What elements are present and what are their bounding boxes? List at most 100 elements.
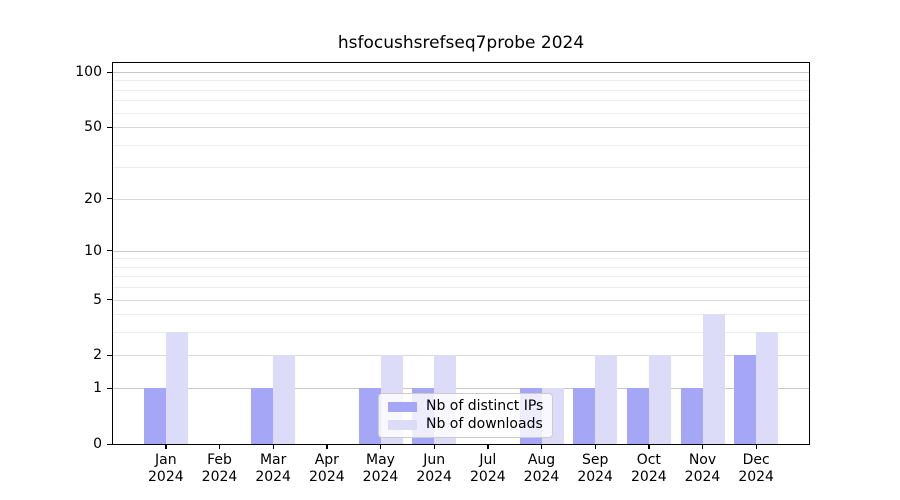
bar-downloads-nov xyxy=(702,314,725,444)
x-tick-mark xyxy=(702,444,704,449)
x-tick-label-sep: Sep 2024 xyxy=(560,452,630,486)
gridline-minor xyxy=(113,80,809,82)
x-tick-year: 2024 xyxy=(416,469,452,485)
x-tick-month: Aug xyxy=(527,452,556,468)
y-tick-mark xyxy=(107,387,112,389)
gridline-major xyxy=(113,388,809,390)
x-tick-year: 2024 xyxy=(148,469,184,485)
gridline-minor xyxy=(113,314,809,316)
x-tick-year: 2024 xyxy=(362,469,399,485)
x-tick-year: 2024 xyxy=(309,469,345,485)
gridline-major xyxy=(113,355,809,357)
legend: Nb of distinct IPs Nb of downloads xyxy=(378,393,554,438)
x-tick-month: Jan xyxy=(155,452,177,468)
x-tick-label-apr: Apr 2024 xyxy=(292,452,362,486)
gridline-minor xyxy=(113,258,809,260)
x-tick-year: 2024 xyxy=(470,469,506,485)
x-tick-label-jan: Jan 2024 xyxy=(131,452,201,486)
y-tick-mark xyxy=(107,126,112,128)
x-tick-label-oct: Oct 2024 xyxy=(614,452,684,486)
bar-distinct-ips-oct xyxy=(626,388,649,444)
gridline-minor xyxy=(113,332,809,334)
legend-label-distinct-ips: Nb of distinct IPs xyxy=(426,398,544,414)
x-tick-mark xyxy=(594,444,596,449)
x-tick-month: Oct xyxy=(636,452,661,468)
x-tick-label-aug: Aug 2024 xyxy=(507,452,577,486)
bar-downloads-sep xyxy=(595,355,618,444)
x-tick-mark xyxy=(219,444,221,449)
x-tick-mark xyxy=(433,444,435,449)
x-tick-month: Jul xyxy=(479,452,497,468)
gridline-major xyxy=(113,299,809,301)
bar-distinct-ips-sep xyxy=(573,388,596,444)
bar-downloads-oct xyxy=(648,355,671,444)
x-tick-year: 2024 xyxy=(577,469,613,485)
x-tick-month: Sep xyxy=(581,452,609,468)
x-tick-month: Jun xyxy=(423,452,446,468)
gridline-minor xyxy=(113,266,809,268)
y-tick-mark xyxy=(107,71,112,73)
gridline-major xyxy=(113,198,809,200)
gridline-major xyxy=(113,127,809,129)
y-tick-label: 5 xyxy=(93,291,102,308)
x-tick-label-may: May 2024 xyxy=(346,452,416,486)
bar-distinct-ips-nov xyxy=(680,388,703,444)
legend-row: Nb of downloads xyxy=(388,417,543,432)
x-tick-year: 2024 xyxy=(523,469,560,485)
x-tick-year: 2024 xyxy=(631,469,667,485)
gridline-minor xyxy=(113,287,809,289)
x-tick-mark xyxy=(272,444,274,449)
plot-area xyxy=(113,63,809,444)
legend-row: Nb of distinct IPs xyxy=(388,399,543,414)
legend-label-downloads: Nb of downloads xyxy=(426,416,543,432)
x-tick-mark xyxy=(380,444,382,449)
gridline-minor xyxy=(113,112,809,114)
gridline-minor xyxy=(113,276,809,278)
gridline-minor xyxy=(113,100,809,102)
bar-distinct-ips-jan xyxy=(143,388,166,444)
y-tick-mark xyxy=(107,250,112,252)
chart-title: hsfocushsrefseq7probe 2024 xyxy=(337,33,585,53)
y-tick-mark xyxy=(107,198,112,200)
y-tick-label: 2 xyxy=(93,347,102,364)
y-tick-label: 20 xyxy=(84,190,102,207)
gridline-minor xyxy=(113,144,809,146)
x-tick-mark xyxy=(326,444,328,449)
x-tick-mark xyxy=(165,444,167,449)
legend-swatch-distinct-ips xyxy=(388,401,417,412)
bar-distinct-ips-may xyxy=(358,388,381,444)
x-tick-year: 2024 xyxy=(201,469,238,485)
x-tick-mark xyxy=(755,444,757,449)
y-tick-mark xyxy=(107,354,112,357)
gridline-minor xyxy=(113,89,809,91)
bar-downloads-dec xyxy=(756,332,779,444)
legend-swatch-downloads xyxy=(388,419,417,430)
y-tick-label: 0 xyxy=(93,436,102,452)
x-tick-label-mar: Mar 2024 xyxy=(238,452,308,486)
x-tick-label-nov: Nov 2024 xyxy=(668,452,738,486)
x-tick-month: Feb xyxy=(207,452,232,468)
x-tick-year: 2024 xyxy=(255,469,291,485)
x-tick-mark xyxy=(487,444,489,449)
y-tick-label: 50 xyxy=(84,119,102,136)
bar-distinct-ips-dec xyxy=(734,355,757,444)
gridline-major xyxy=(113,250,809,252)
x-tick-label-feb: Feb 2024 xyxy=(185,452,255,486)
x-tick-month: May xyxy=(366,452,395,468)
x-tick-month: Apr xyxy=(314,452,339,468)
gridline-minor xyxy=(113,167,809,169)
x-tick-mark xyxy=(648,444,650,449)
x-tick-label-jul: Jul 2024 xyxy=(453,452,523,486)
y-tick-label: 10 xyxy=(84,242,102,259)
x-tick-year: 2024 xyxy=(684,469,721,485)
x-tick-month: Dec xyxy=(742,452,770,468)
y-tick-label: 100 xyxy=(75,64,102,81)
y-tick-label: 1 xyxy=(93,380,102,397)
bar-downloads-jan xyxy=(165,332,188,444)
y-tick-mark xyxy=(107,299,112,301)
x-tick-year: 2024 xyxy=(738,469,774,485)
y-tick-mark xyxy=(107,443,112,445)
gridline-major xyxy=(113,72,809,74)
x-tick-label-dec: Dec 2024 xyxy=(721,452,791,486)
